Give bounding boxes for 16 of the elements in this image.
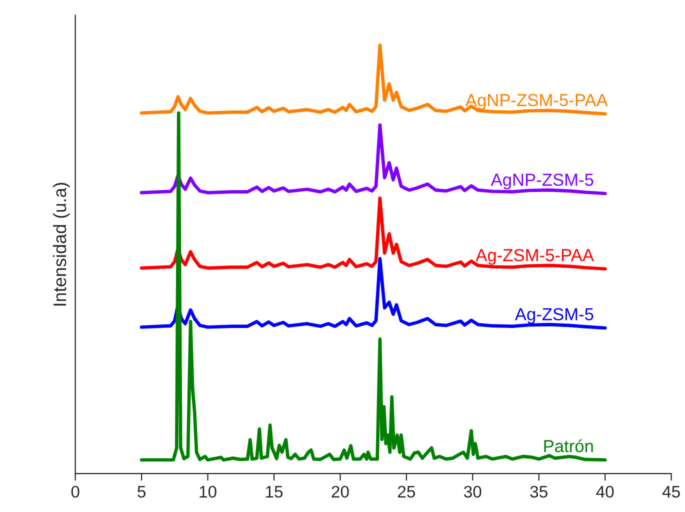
- x-tick-label: 10: [200, 486, 216, 498]
- x-tick-label: 35: [530, 486, 548, 498]
- y-axis-title: Intensidad (u.a): [52, 182, 70, 306]
- x-tick-label: 45: [662, 486, 680, 498]
- x-tick-label: 20: [332, 486, 349, 498]
- x-tick-label: 15: [266, 486, 283, 498]
- x-tick-label: 25: [398, 486, 416, 498]
- x-tick-label: 30: [464, 486, 482, 498]
- series-label: AgNP-ZSM-5-PAA: [465, 94, 608, 110]
- x-tick-label: 5: [138, 486, 146, 498]
- x-tick-label: 0: [71, 486, 80, 498]
- series-label: Ag-ZSM-5: [514, 308, 594, 324]
- x-tick-label: 40: [596, 486, 614, 498]
- series-label: Patrón: [544, 439, 593, 452]
- series-label: Ag-ZSM-5-PAA: [476, 249, 594, 265]
- series-label: AgNP-ZSM-5: [490, 174, 594, 190]
